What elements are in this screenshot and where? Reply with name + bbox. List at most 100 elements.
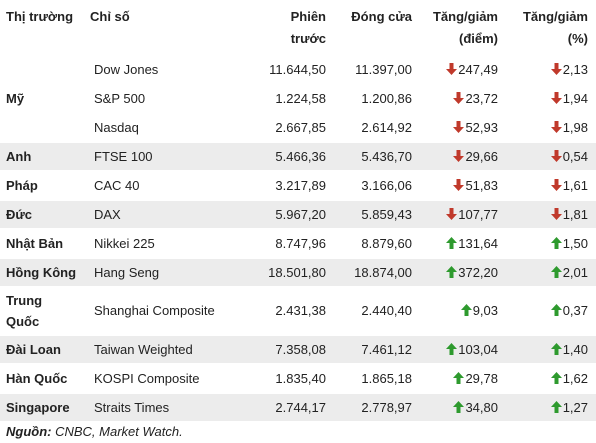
previous-session-value: 1.835,40 [275,370,326,386]
change-percent-value: 2,01 [562,264,588,280]
change-points-value: 51,83 [465,177,498,193]
arrow-up-icon [446,342,458,355]
region-cell: Mỹ [0,55,84,143]
previous-session-value: 2.667,85 [275,119,326,135]
header-previous-line1: Phiên [290,9,326,24]
header-change-percent: Tăng/giảm (%) [502,0,596,56]
header-market: Thị trường [0,0,84,56]
change-percent-cell: 2,01 [502,258,596,288]
change-percent-cell: 1,81 [502,200,596,230]
header-index: Chỉ số [84,0,248,56]
index-name-value: Straits Times [94,399,170,415]
close-value-cell: 2.614,92 [330,113,416,143]
arrow-up-icon [550,400,562,413]
close-value-value: 8.879,60 [361,235,412,251]
close-value-cell: 5.859,43 [330,200,416,230]
close-value-value: 2.440,40 [361,303,412,318]
source-text: CNBC, Market Watch. [51,424,183,439]
region-cell: Pháp [0,171,84,201]
region-name: Pháp [6,177,38,193]
index-name-cell: Nasdaq [84,113,248,143]
close-value-cell: 2.778,97 [330,393,416,423]
previous-session-value: 1.224,58 [275,90,326,106]
arrow-down-icon [453,178,465,191]
close-value-cell: 1.865,18 [330,364,416,394]
arrow-down-icon [453,149,465,162]
arrow-down-icon [453,120,465,133]
previous-session-value: 18.501,80 [268,264,326,280]
close-value-value: 2.778,97 [361,399,412,415]
table-row: Nasdaq 2.667,85 2.614,92 52,93 1,98 [0,113,596,143]
change-points-cell: 29,78 [416,364,502,394]
change-percent-cell: 0,37 [502,287,596,336]
previous-session-value: 5.967,20 [275,206,326,222]
arrow-up-icon [453,371,465,384]
close-value-value: 3.166,06 [361,177,412,193]
change-points-cell: 107,77 [416,200,502,230]
previous-session-value: 8.747,96 [275,235,326,251]
change-percent-value: 1,98 [562,119,588,135]
change-points-value: 29,66 [465,148,498,164]
index-name-value: KOSPI Composite [94,370,200,386]
index-name-cell: Hang Seng [84,258,248,288]
previous-session-value: 11.644,50 [269,61,326,77]
index-name-value: S&P 500 [94,90,146,106]
table-row: Trung Quốc Shanghai Composite 2.431,38 2.44… [0,287,596,336]
previous-session-cell: 8.747,96 [248,229,330,259]
previous-session-value: 7.358,08 [275,341,326,357]
change-percent-cell: 0,54 [502,142,596,172]
region-cell: Đức [0,200,84,230]
change-points-value: 34,80 [465,399,498,415]
header-index-label: Chỉ số [90,9,130,24]
close-value-value: 5.436,70 [361,148,412,164]
previous-session-cell: 2.744,17 [248,393,330,423]
arrow-down-icon [550,62,562,75]
arrow-down-icon [550,91,562,104]
change-percent-cell: 1,61 [502,171,596,201]
header-change-points-line2: (điểm) [459,31,498,46]
change-percent-cell: 1,94 [502,84,596,114]
table-row: Đức DAX 5.967,20 5.859,43 107,77 1,81 [0,200,596,230]
region-name: Đức [6,206,33,222]
close-value-value: 11.397,00 [355,61,412,77]
table-row: Đài Loan Taiwan Weighted 7.358,08 7.461,12 1… [0,335,596,365]
change-points-cell: 9,03 [416,287,502,336]
change-percent-value: 0,37 [562,303,588,318]
index-name-cell: FTSE 100 [84,142,248,172]
change-points-value: 23,72 [465,90,498,106]
change-percent-value: 1,27 [562,399,588,415]
table-row: Mỹ Dow Jones 11.644,50 11.397,00 247,49 2,13 [0,55,596,143]
change-percent-cell: 1,98 [502,113,596,143]
close-value-cell: 11.397,00 [330,55,416,85]
change-points-cell: 34,80 [416,393,502,423]
change-percent-value: 2,13 [562,61,588,77]
header-market-label: Thị trường [6,9,74,24]
previous-session-value: 5.466,36 [275,148,326,164]
table-row: Anh FTSE 100 5.466,36 5.436,70 29,66 0,54 [0,142,596,172]
change-points-value: 103,04 [458,341,498,357]
change-percent-value: 1,62 [562,370,588,386]
region-cell: Trung Quốc [0,287,84,336]
previous-session-value: 2.431,38 [275,303,326,318]
close-value-value: 1.865,18 [361,370,412,386]
header-row: Thị trường Chỉ số Phiên trước Đóng cửa T… [0,0,596,56]
header-close-label: Đóng cửa [351,9,412,24]
table-row: Nhật Bản Nikkei 225 8.747,96 8.879,60 131,64… [0,229,596,259]
index-name-cell: Shanghai Composite [84,287,248,336]
arrow-up-icon [550,371,562,384]
header-previous-line2: trước [290,31,326,46]
change-points-value: 372,20 [458,264,498,280]
close-value-cell: 2.440,40 [330,287,416,336]
previous-session-cell: 5.466,36 [248,142,330,172]
region-cell: Hàn Quốc [0,364,84,394]
previous-session-value: 2.744,17 [275,399,326,415]
close-value-cell: 5.436,70 [330,142,416,172]
arrow-down-icon [550,207,562,220]
market-table-body: Mỹ Dow Jones 11.644,50 11.397,00 247,49 2,13 S… [0,55,596,423]
arrow-up-icon [446,265,458,278]
arrow-up-icon [550,236,562,249]
change-points-value: 9,03 [472,303,498,318]
change-points-cell: 247,49 [416,55,502,85]
change-points-cell: 29,66 [416,142,502,172]
index-name-cell: Nikkei 225 [84,229,248,259]
